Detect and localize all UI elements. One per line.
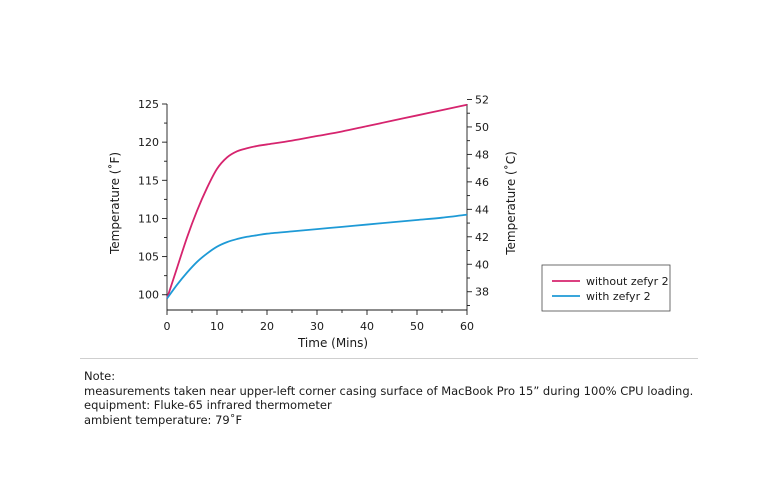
notes-line-measurements: measurements taken near upper-left corne…	[84, 383, 694, 398]
y-axis-right-title: Temperature (˚C)	[503, 151, 518, 256]
x-tick-label-30: 30	[310, 320, 324, 333]
series-line-with-zefyr	[166, 213, 468, 300]
notes-block: Note: measurements taken near upper-left…	[84, 369, 724, 427]
notes-line-ambient: ambient temperature: 79˚F	[84, 412, 243, 427]
y-right-tick-label-50: 50	[475, 121, 489, 134]
divider	[80, 358, 698, 359]
x-tick-label-40: 40	[360, 320, 374, 333]
chart-lines	[166, 103, 468, 300]
y-right-tick-label-48: 48	[475, 148, 489, 161]
legend-label-with-zefyr: with zefyr 2	[586, 290, 651, 303]
legend-box	[541, 264, 671, 312]
y-right-tick-label-44: 44	[475, 203, 489, 216]
chart-axes: 0 10 20 30 40 50 60 100 105 110 115 120 125 38 40 42 44 4…	[138, 93, 489, 333]
y-left-tick-label-115: 115	[138, 174, 159, 187]
x-tick-label-60: 60	[460, 320, 474, 333]
y-right-tick-label-52: 52	[475, 93, 489, 106]
y-right-tick-label-40: 40	[475, 258, 489, 271]
y-left-tick-label-125: 125	[138, 98, 159, 111]
y-left-tick-label-105: 105	[138, 251, 159, 264]
y-right-tick-label-46: 46	[475, 176, 489, 189]
legend-label-without-zefyr: without zefyr 2	[586, 275, 669, 288]
notes-line-equipment: equipment: Fluke-65 infrared thermometer	[84, 398, 332, 412]
legend: without zefyr 2 with zefyr 2	[541, 264, 671, 312]
y-left-tick-label-110: 110	[138, 212, 159, 225]
y-axis-left-title: Temperature (˚F)	[107, 152, 122, 255]
x-tick-label-20: 20	[260, 320, 274, 333]
x-tick-label-10: 10	[210, 320, 224, 333]
y-left-tick-label-100: 100	[138, 289, 159, 302]
series-line-without-zefyr	[166, 103, 468, 299]
temperature-chart: 0 10 20 30 40 50 60 100 105 110 115 120 125 38 40 42 44 4…	[107, 93, 671, 350]
x-tick-label-50: 50	[410, 320, 424, 333]
y-left-tick-label-120: 120	[138, 136, 159, 149]
x-axis-title: Time (Mins)	[297, 336, 368, 350]
x-tick-label-0: 0	[164, 320, 171, 333]
y-right-tick-label-38: 38	[475, 286, 489, 299]
notes-heading: Note:	[84, 369, 116, 383]
y-right-tick-label-42: 42	[475, 231, 489, 244]
